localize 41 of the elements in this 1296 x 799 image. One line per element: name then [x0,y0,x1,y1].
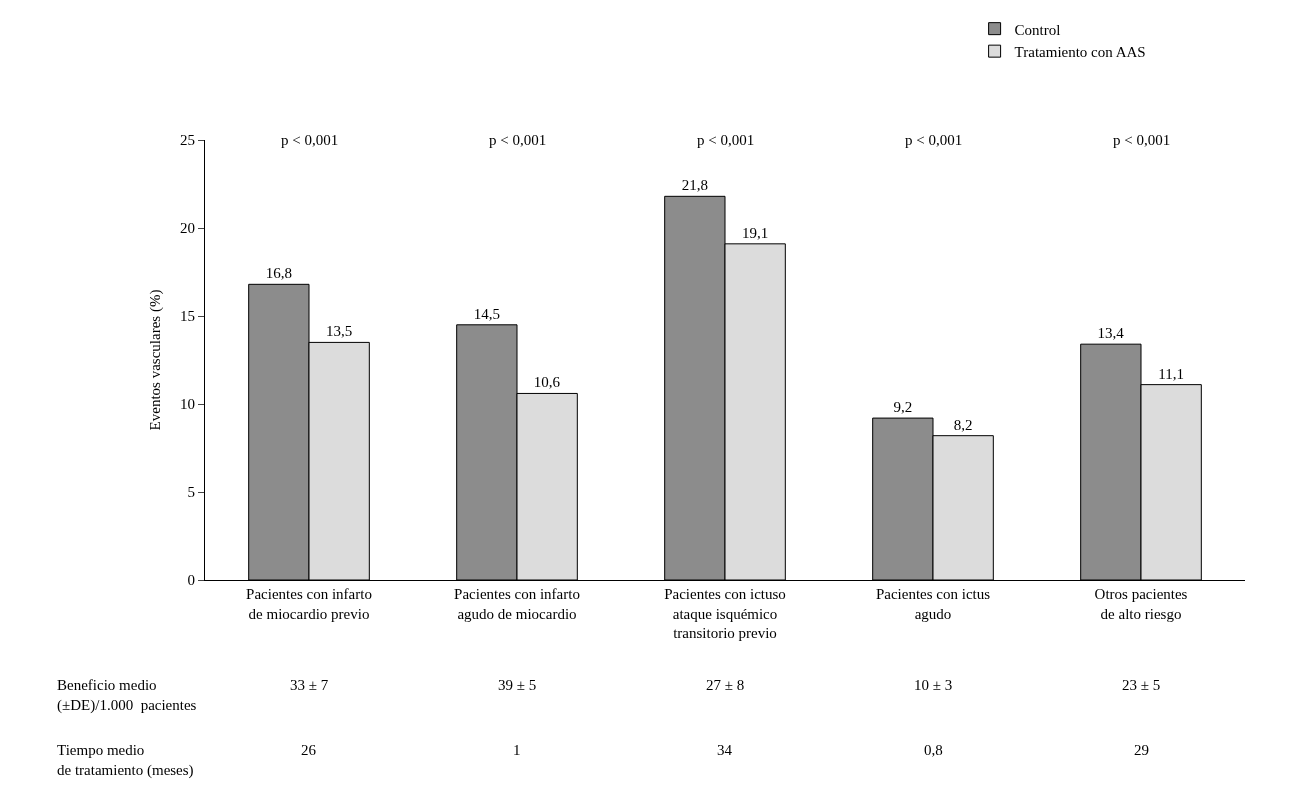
y-tick-label: 10 [180,396,195,413]
data-label: 13,5 [326,323,353,340]
x-tick-label: Otros pacientes de alto riesgo [1094,586,1188,622]
data-label: 10,6 [533,374,561,391]
text: 0,8 [924,742,943,758]
text: 1 [513,742,521,758]
y-tick-label: 0 [187,572,195,589]
y-tick-label: 25 [180,132,195,149]
data-label: 21,8 [681,177,708,194]
legend-label: Tratamiento con AAS [1014,44,1146,60]
legend-label: Control [1014,21,1061,38]
data-label: 8,2 [953,416,973,433]
text: 27 ± 8 [706,677,745,693]
annotation: p < 0,001 [1113,132,1171,148]
data-label: 9,2 [893,399,913,416]
x-tick-label: Pacientes con infarto de miocardio previo [246,586,372,622]
y-tick-label: 20 [180,220,195,237]
text: 23 ± 5 [1122,677,1161,693]
y-tick-label: 15 [180,308,195,325]
text: 33 ± 7 [290,677,329,693]
data-label: 13,4 [1097,325,1125,342]
x-tick-label: Pacientes con ictus agudo [875,586,991,622]
y-tick-label: 5 [187,484,195,501]
text: Tiempo medio de tratamiento (meses) [57,742,194,779]
annotation: p < 0,001 [905,132,963,148]
y-axis-title: Eventos vasculares (%) [147,289,165,431]
text: 26 [301,742,317,758]
annotation: p < 0,001 [489,132,547,148]
text: 29 [1134,742,1149,758]
text: Beneficio medio (±DE)/1.000 pacientes [57,677,197,714]
text: 39 ± 5 [498,677,537,693]
x-tick-label: Pacientes con infarto agudo de miocardio [454,586,580,622]
data-label: 11,1 [1158,365,1185,382]
data-label: 19,1 [742,224,769,241]
data-label: 14,5 [473,305,500,322]
annotation: p < 0,001 [281,132,339,148]
data-label: 16,8 [265,265,292,282]
text: 34 [717,742,733,758]
annotation: p < 0,001 [697,132,755,148]
x-tick-label: Pacientes con ictuso ataque isquémico transitorio previo [664,586,786,641]
text: 10 ± 3 [914,677,953,693]
